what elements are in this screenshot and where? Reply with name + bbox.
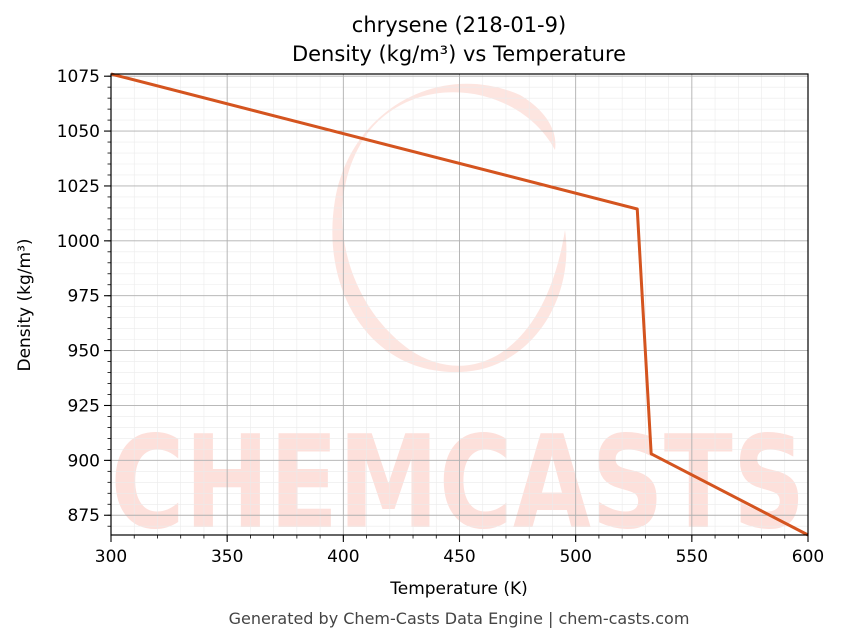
x-tick-label: 350 [211, 547, 243, 567]
x-tick-label: 450 [443, 547, 475, 567]
y-tick-labels: 875 900 925 950 975 1000 1025 1050 1075 [57, 67, 100, 526]
x-tick-label: 400 [327, 547, 359, 567]
major-grid [110, 74, 809, 535]
chart-title-line1: chrysene (218-01-9) [352, 13, 566, 37]
x-tick-label: 550 [676, 547, 708, 567]
watermark-text: CHEMCASTS [111, 409, 806, 558]
y-tick-label: 900 [68, 451, 100, 471]
density-series-line [110, 72, 809, 537]
y-tick-label: 950 [68, 342, 100, 362]
axis-ticks [104, 75, 809, 542]
y-tick-label: 875 [68, 506, 100, 526]
watermark: CHEMCASTS [111, 83, 806, 558]
x-tick-label: 500 [559, 547, 591, 567]
x-tick-label: 600 [792, 547, 824, 567]
chart-title-line2: Density (kg/m³) vs Temperature [292, 42, 626, 66]
x-tick-label: 300 [95, 547, 127, 567]
y-tick-label: 1025 [57, 177, 100, 197]
series-layer [110, 72, 809, 537]
y-tick-label: 975 [68, 287, 100, 307]
y-tick-label: 1075 [57, 67, 100, 87]
y-axis-label: Density (kg/m³) [15, 238, 35, 371]
x-axis-label: Temperature (K) [389, 579, 528, 599]
y-tick-label: 925 [68, 396, 100, 416]
x-tick-labels: 300 350 400 450 500 550 600 [95, 547, 824, 567]
y-tick-label: 1000 [57, 232, 100, 252]
y-tick-label: 1050 [57, 122, 100, 142]
footer-credit: Generated by Chem-Casts Data Engine | ch… [229, 609, 690, 628]
